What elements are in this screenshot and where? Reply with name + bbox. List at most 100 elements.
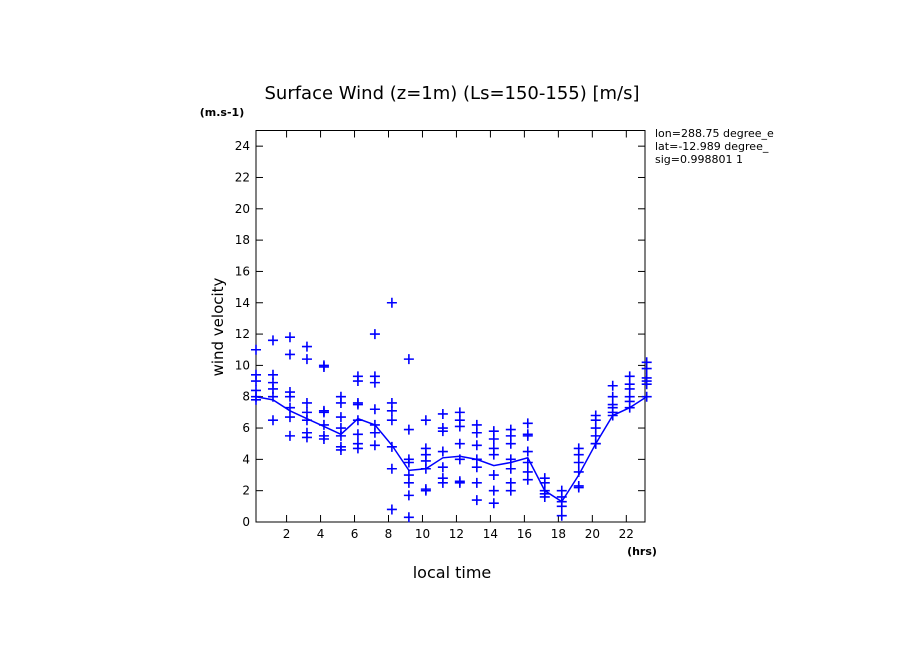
data-point xyxy=(488,498,499,509)
data-point xyxy=(641,379,652,390)
data-point xyxy=(335,430,346,441)
x-tick-label: 18 xyxy=(551,527,566,541)
data-point xyxy=(301,432,312,443)
y-tick-label: 16 xyxy=(235,264,250,278)
data-point xyxy=(471,462,482,473)
y-tick-label: 6 xyxy=(242,421,250,435)
data-point xyxy=(420,485,431,496)
data-point xyxy=(335,444,346,455)
chart-title: Surface Wind (z=1m) (Ls=150-155) [m/s] xyxy=(264,83,639,104)
data-point xyxy=(267,415,278,426)
mean-line xyxy=(255,395,648,503)
data-point xyxy=(352,443,363,454)
y-tick-label: 8 xyxy=(242,390,250,404)
annotation: lat=-12.989 degree_ xyxy=(655,140,769,153)
data-point xyxy=(403,477,414,488)
data-point xyxy=(488,449,499,460)
data-point xyxy=(352,399,363,410)
data-point xyxy=(522,418,533,429)
x-tick-label: 6 xyxy=(351,527,359,541)
data-point xyxy=(284,332,295,343)
y-unit: (m.s-1) xyxy=(200,106,244,119)
data-point xyxy=(437,426,448,437)
data-point xyxy=(318,361,329,372)
y-axis-label: wind velocity xyxy=(209,277,227,376)
x-tick-label: 10 xyxy=(415,527,430,541)
data-point xyxy=(403,354,414,365)
data-point xyxy=(454,421,465,432)
data-point xyxy=(573,457,584,468)
data-point xyxy=(505,438,516,449)
x-tick-label: 12 xyxy=(449,527,464,541)
data-point xyxy=(403,512,414,523)
data-point xyxy=(505,463,516,474)
annotation: lon=288.75 degree_e xyxy=(655,127,774,140)
data-point xyxy=(352,376,363,387)
data-point xyxy=(301,341,312,352)
x-tick-label: 16 xyxy=(517,527,532,541)
annotation: sig=0.998801 1 xyxy=(655,153,743,166)
data-point xyxy=(301,354,312,365)
data-point xyxy=(284,430,295,441)
data-point xyxy=(641,391,652,402)
data-point xyxy=(522,446,533,457)
y-tick-label: 24 xyxy=(235,139,250,153)
data-point xyxy=(251,376,261,387)
data-point xyxy=(488,434,499,445)
data-point xyxy=(471,477,482,488)
data-point xyxy=(437,408,448,419)
data-point xyxy=(335,397,346,408)
y-tick-label: 4 xyxy=(242,452,250,466)
data-point xyxy=(318,407,329,418)
data-point xyxy=(386,463,397,474)
plot-frame xyxy=(255,130,646,523)
data-point xyxy=(369,404,380,415)
x-unit: (hrs) xyxy=(627,545,657,558)
y-tick-label: 2 xyxy=(242,484,250,498)
data-point xyxy=(284,412,295,423)
data-point xyxy=(522,430,533,441)
data-point xyxy=(471,440,482,451)
data-point xyxy=(369,377,380,388)
data-point xyxy=(471,495,482,506)
data-point xyxy=(335,412,346,423)
data-point xyxy=(284,391,295,402)
x-tick-label: 8 xyxy=(385,527,393,541)
x-axis-label: local time xyxy=(413,563,492,582)
data-point xyxy=(251,344,261,355)
x-tick-label: 2 xyxy=(283,527,291,541)
data-point xyxy=(386,415,397,426)
data-point xyxy=(471,427,482,438)
data-point xyxy=(437,477,448,488)
data-point xyxy=(403,457,414,468)
data-point xyxy=(437,446,448,457)
data-point xyxy=(318,434,329,445)
data-point xyxy=(403,490,414,501)
data-point xyxy=(420,415,431,426)
data-point xyxy=(607,380,618,391)
data-point xyxy=(556,501,567,512)
data-point xyxy=(539,491,550,502)
y-tick-label: 14 xyxy=(235,296,250,310)
data-point xyxy=(369,329,380,340)
y-tick-label: 12 xyxy=(235,327,250,341)
data-point xyxy=(573,482,584,493)
y-tick-label: 18 xyxy=(235,233,250,247)
data-point xyxy=(352,429,363,440)
y-tick-label: 0 xyxy=(242,515,250,529)
data-point xyxy=(369,440,380,451)
x-tick-label: 14 xyxy=(483,527,498,541)
data-point xyxy=(488,485,499,496)
data-point xyxy=(505,485,516,496)
data-point xyxy=(301,397,312,408)
data-point xyxy=(386,504,397,515)
y-tick-label: 20 xyxy=(235,202,250,216)
data-point xyxy=(386,297,397,308)
y-tick-label: 22 xyxy=(235,170,250,184)
x-tick-label: 22 xyxy=(619,527,634,541)
data-point xyxy=(641,363,652,374)
data-point xyxy=(386,405,397,416)
data-point xyxy=(284,349,295,360)
